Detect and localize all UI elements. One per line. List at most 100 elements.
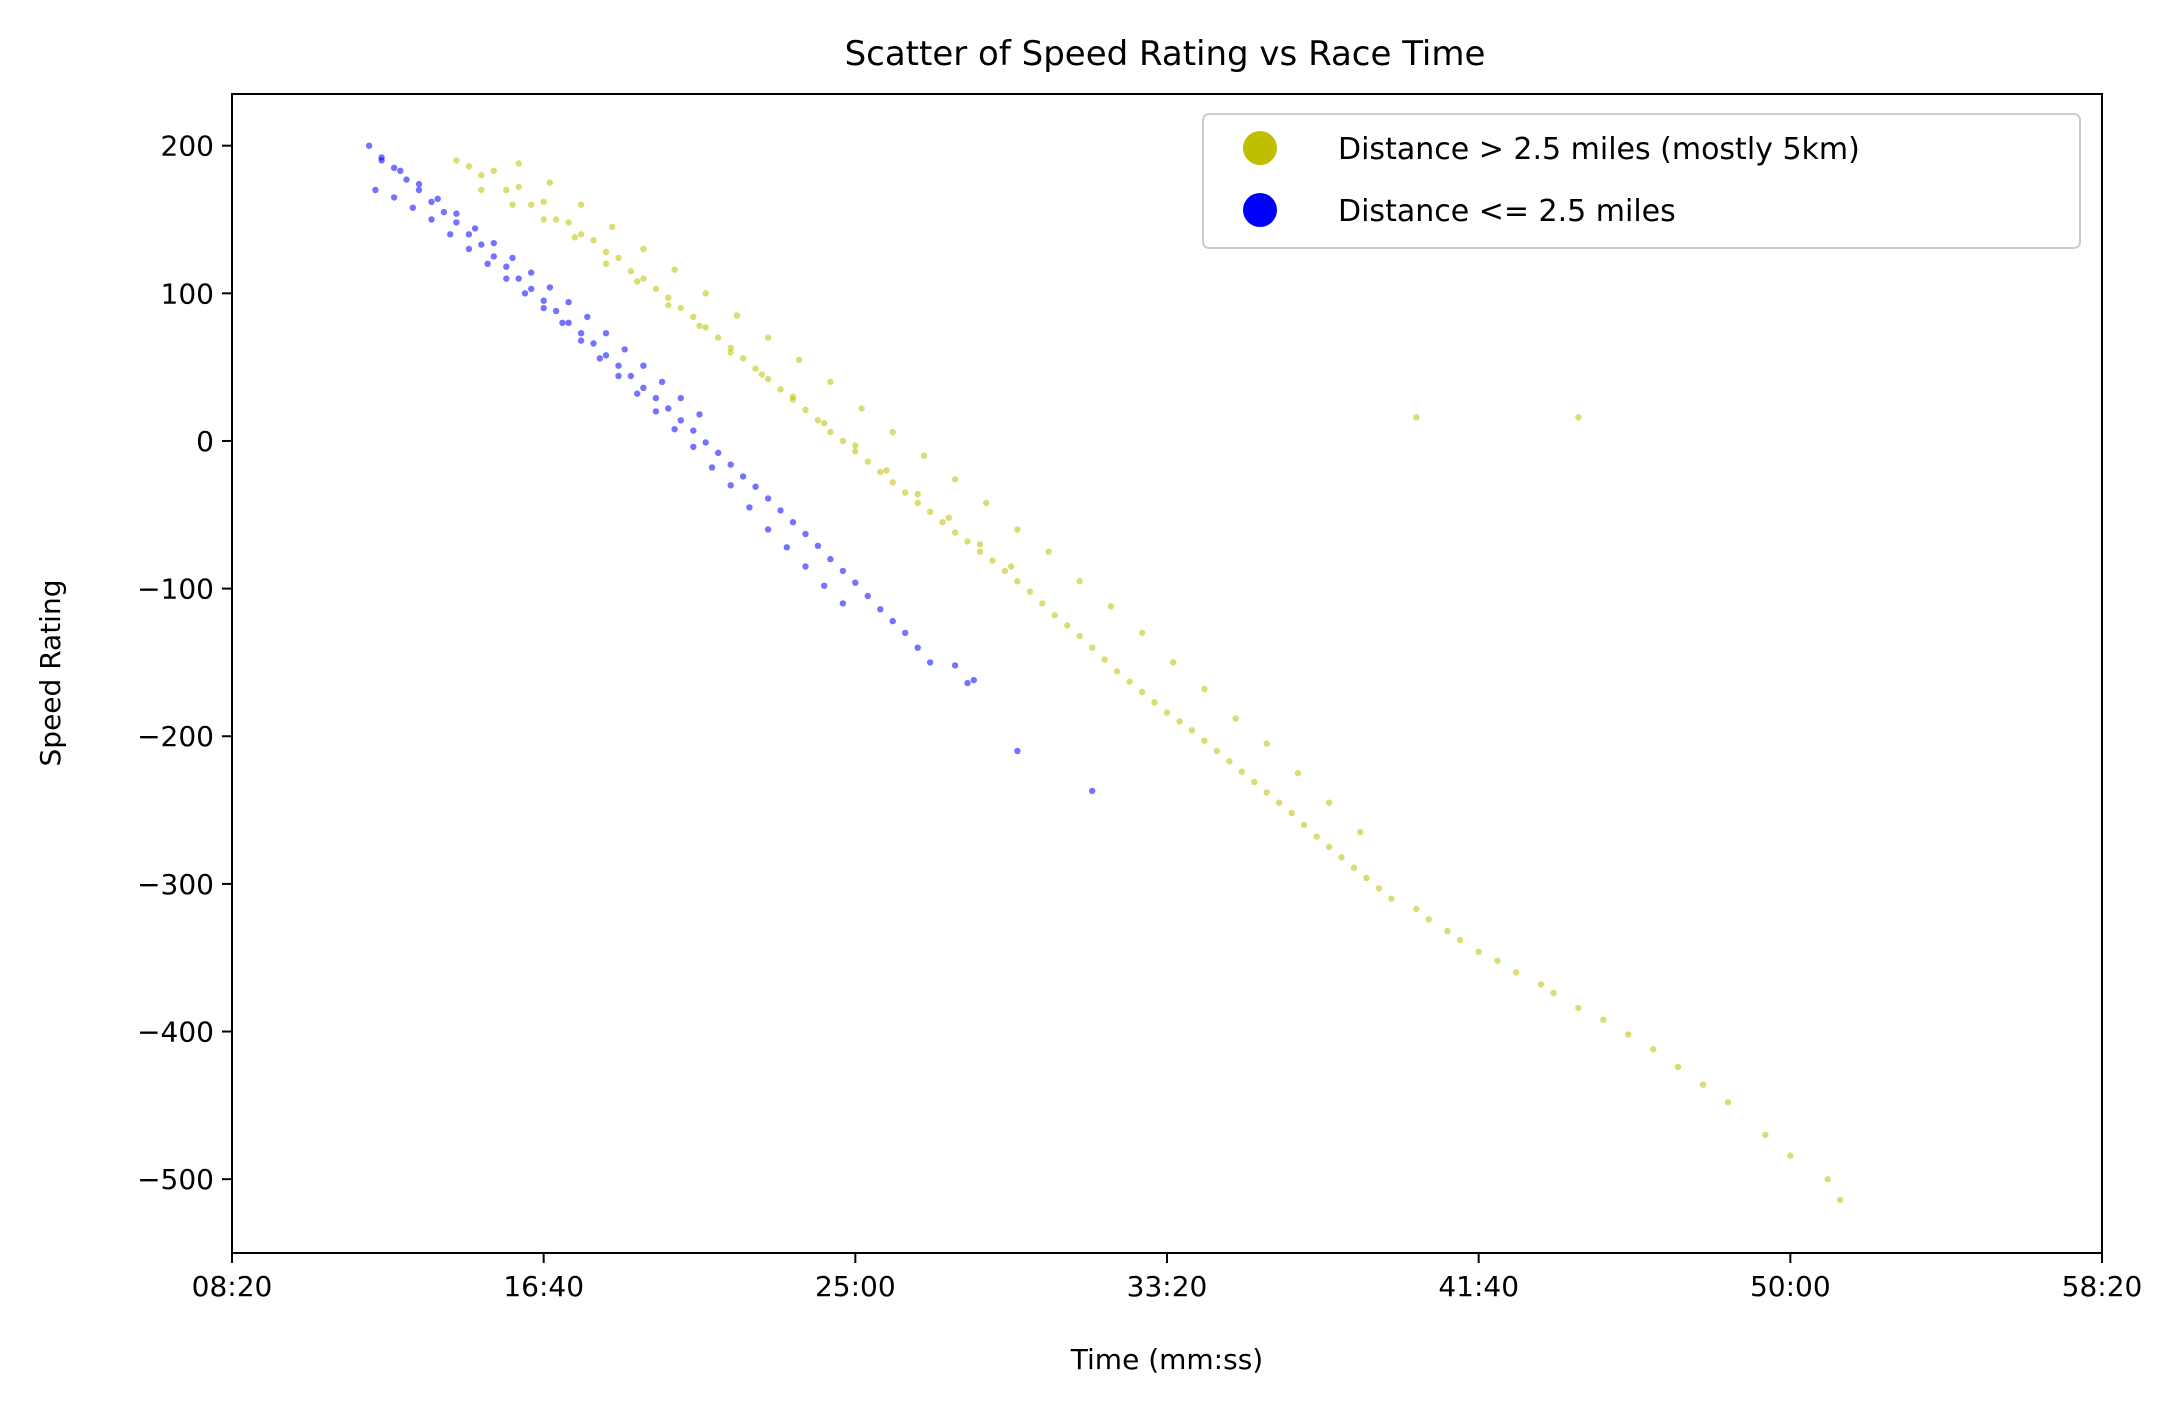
- scatter-point-s0-5: [515, 183, 522, 191]
- scatter-point-s0-124: [827, 378, 834, 386]
- x-axis: 08:20 16:40 25:00 33:20 41:40 50:00 58:20: [192, 1253, 2142, 1303]
- scatter-point-s0-48: [1051, 612, 1059, 619]
- scatter-point-s1-53: [465, 245, 473, 253]
- scatter-point-s1-4: [415, 186, 423, 194]
- scatter-point-s0-26: [777, 386, 784, 393]
- scatter-point-s1-35: [802, 530, 809, 538]
- scatter-point-s1-40: [864, 592, 871, 600]
- y-tick-label-7: −500: [137, 1163, 214, 1196]
- scatter-point-s1-30: [739, 473, 747, 480]
- scatter-point-s0-28: [802, 406, 809, 414]
- scatter-point-s0-75: [1388, 895, 1395, 902]
- legend-label-long-distance: Distance > 2.5 miles (mostly 5km): [1338, 132, 1860, 167]
- scatter-point-s0-71: [1338, 854, 1345, 861]
- scatter-point-s0-16: [652, 285, 660, 293]
- scatter-point-s0-9: [565, 219, 572, 226]
- scatter-point-s0-114: [515, 160, 522, 167]
- scatter-point-s0-34: [877, 468, 884, 476]
- scatter-point-s0-12: [602, 248, 610, 256]
- scatter-point-s1-31: [752, 483, 759, 490]
- scatter-point-s0-118: [640, 245, 647, 253]
- chart-title: Scatter of Speed Rating vs Race Time: [845, 34, 1486, 74]
- y-tick-label-2: 0: [196, 425, 214, 458]
- scatter-point-s0-22: [727, 344, 734, 352]
- scatter-point-s0-121: [733, 312, 741, 319]
- scatter-point-s0-117: [609, 223, 616, 231]
- scatter-point-s1-71: [802, 563, 809, 570]
- scatter-point-s0-58: [1176, 718, 1183, 725]
- scatter-point-s1-52: [447, 231, 454, 238]
- scatter-point-s0-119: [671, 266, 678, 273]
- scatter-point-s1-80: [490, 239, 497, 247]
- x-tick-label-0: 08:20: [192, 1270, 273, 1303]
- scatter-point-s0-2: [478, 172, 485, 179]
- scatter-point-s1-73: [839, 600, 847, 607]
- scatter-point-s0-125: [858, 405, 865, 412]
- scatter-point-s0-15: [640, 275, 647, 282]
- scatter-point-s1-44: [914, 644, 921, 651]
- scatter-point-s1-41: [877, 606, 884, 613]
- scatter-point-s0-82: [1512, 969, 1520, 976]
- scatter-point-s1-88: [640, 362, 647, 369]
- legend-box: [1202, 113, 2081, 249]
- scatter-point-s0-70: [1325, 843, 1333, 851]
- scatter-point-s0-60: [1201, 737, 1208, 744]
- scatter-point-s0-98: [540, 216, 547, 223]
- scatter-point-s1-61: [615, 372, 622, 380]
- scatter-point-s0-74: [1375, 885, 1383, 892]
- scatter-point-s0-21: [715, 334, 722, 341]
- scatter-point-s0-133: [1107, 603, 1115, 610]
- scatter-point-s0-42: [976, 548, 984, 555]
- scatter-point-s0-105: [758, 371, 765, 378]
- scatter-point-s1-69: [764, 526, 772, 533]
- scatter-point-s0-92: [1762, 1131, 1769, 1139]
- scatter-point-s1-7: [453, 219, 460, 226]
- scatter-point-s0-122: [764, 334, 772, 341]
- scatter-point-s0-4: [503, 186, 510, 194]
- scatter-point-s0-79: [1456, 936, 1464, 944]
- scatter-point-s0-136: [1201, 685, 1208, 693]
- scatter-point-s1-2: [390, 164, 398, 171]
- scatter-point-s0-135: [1170, 659, 1177, 666]
- scatter-point-s0-33: [864, 458, 871, 465]
- scatter-point-s1-43: [902, 629, 909, 637]
- scatter-point-s0-113: [1008, 563, 1015, 570]
- scatter-point-s0-89: [1674, 1063, 1682, 1071]
- scatter-point-s0-37: [914, 499, 921, 507]
- scatter-point-s1-87: [621, 346, 628, 353]
- scatter-point-s0-54: [1126, 678, 1133, 685]
- scatter-point-s0-101: [634, 278, 641, 285]
- y-tick-label-5: −300: [137, 868, 214, 901]
- scatter-point-s0-46: [1026, 588, 1034, 595]
- scatter-point-s1-36: [814, 542, 822, 549]
- scatter-point-s1-20: [615, 362, 622, 369]
- scatter-point-s1-68: [746, 504, 753, 511]
- scatter-point-s0-96: [478, 186, 485, 194]
- scatter-point-s0-45: [1014, 578, 1021, 585]
- scatter-point-s0-141: [1357, 829, 1364, 836]
- scatter-point-s0-83: [1537, 981, 1545, 988]
- scatter-point-s1-12: [515, 275, 522, 282]
- scatter-point-s0-110: [914, 490, 921, 498]
- scatter-point-s0-131: [1045, 548, 1052, 555]
- scatter-point-s1-15: [552, 307, 560, 315]
- scatter-point-s0-52: [1101, 656, 1108, 663]
- scatter-point-s0-31: [839, 437, 847, 445]
- scatter-point-s1-26: [690, 427, 697, 434]
- scatter-point-s1-23: [652, 394, 660, 402]
- x-axis-label: Time (mm:ss): [1070, 1343, 1263, 1376]
- scatter-point-s0-19: [690, 313, 697, 321]
- y-tick-label-1: 100: [161, 277, 214, 310]
- scatter-point-s1-70: [783, 544, 790, 551]
- scatter-point-s0-129: [983, 499, 990, 507]
- legend: Distance > 2.5 miles (mostly 5km) Distan…: [1202, 113, 2081, 249]
- scatter-point-s0-3: [490, 167, 497, 174]
- scatter-point-s0-61: [1213, 747, 1221, 755]
- scatter-point-s0-62: [1226, 758, 1233, 765]
- scatter-point-s0-109: [883, 467, 890, 474]
- scatter-point-s0-6: [528, 201, 535, 208]
- scatter-point-s1-94: [1089, 787, 1096, 795]
- scatter-point-s1-83: [546, 284, 554, 291]
- scatter-point-s0-78: [1444, 927, 1451, 935]
- scatter-point-s1-56: [521, 290, 529, 297]
